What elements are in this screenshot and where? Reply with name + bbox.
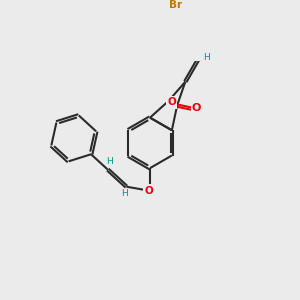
Text: O: O [144,186,153,196]
Text: H: H [203,53,210,62]
Text: O: O [167,97,176,107]
Text: H: H [106,158,113,166]
Text: O: O [192,103,201,113]
Text: Br: Br [169,0,182,10]
Text: H: H [122,189,128,198]
